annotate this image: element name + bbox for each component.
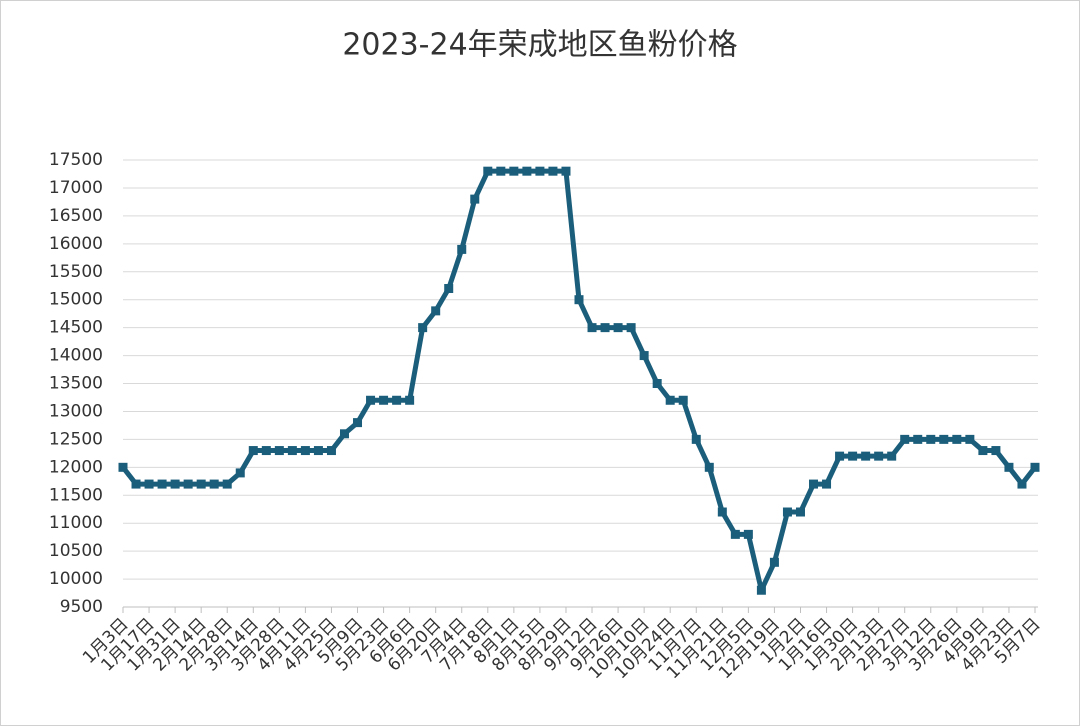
marker <box>300 446 310 456</box>
marker <box>339 429 349 439</box>
marker <box>379 395 389 405</box>
marker <box>170 479 180 489</box>
marker <box>118 462 128 472</box>
marker <box>561 166 571 176</box>
y-tick-label: 16000 <box>49 234 103 254</box>
marker <box>769 557 779 567</box>
marker <box>978 446 988 456</box>
marker <box>926 434 936 444</box>
y-tick-label: 13500 <box>49 374 103 394</box>
marker <box>835 451 845 461</box>
marker <box>548 166 558 176</box>
marker <box>222 479 232 489</box>
y-tick-label: 13000 <box>49 401 103 421</box>
marker <box>196 479 206 489</box>
marker <box>782 507 792 517</box>
marker <box>913 434 923 444</box>
marker <box>313 446 323 456</box>
marker <box>157 479 167 489</box>
marker <box>418 323 428 333</box>
marker <box>496 166 506 176</box>
marker <box>274 446 284 456</box>
marker <box>209 479 219 489</box>
marker <box>743 529 753 539</box>
marker <box>144 479 154 489</box>
marker <box>952 434 962 444</box>
y-tick-label: 12500 <box>49 429 103 449</box>
marker <box>235 468 245 478</box>
marker <box>405 395 415 405</box>
marker <box>248 446 258 456</box>
marker <box>639 351 649 361</box>
chart-title: 2023-24年荣成地区鱼粉价格 <box>342 28 737 63</box>
marker <box>183 479 193 489</box>
marker <box>848 451 858 461</box>
marker <box>522 166 532 176</box>
marker <box>730 529 740 539</box>
marker <box>900 434 910 444</box>
marker <box>861 451 871 461</box>
marker <box>287 446 297 456</box>
marker <box>704 462 714 472</box>
marker <box>131 479 141 489</box>
marker <box>600 323 610 333</box>
marker <box>691 434 701 444</box>
marker <box>822 479 832 489</box>
marker <box>392 395 402 405</box>
marker <box>431 306 441 316</box>
marker <box>457 244 467 254</box>
marker <box>678 395 688 405</box>
y-tick-label: 14500 <box>49 318 103 338</box>
marker <box>665 395 675 405</box>
marker <box>874 451 884 461</box>
y-tick-label: 9500 <box>60 597 103 617</box>
marker <box>795 507 805 517</box>
marker <box>326 446 336 456</box>
y-tick-label: 17000 <box>49 178 103 198</box>
marker <box>509 166 519 176</box>
y-tick-label: 10500 <box>49 541 103 561</box>
marker <box>756 585 766 595</box>
marker <box>991 446 1001 456</box>
y-tick-label: 14000 <box>49 346 103 366</box>
y-tick-label: 15000 <box>49 290 103 310</box>
y-tick-label: 17500 <box>49 150 103 170</box>
marker <box>587 323 597 333</box>
marker <box>470 194 480 204</box>
marker <box>939 434 949 444</box>
marker <box>809 479 819 489</box>
marker <box>965 434 975 444</box>
marker <box>1030 462 1040 472</box>
marker <box>483 166 493 176</box>
marker <box>1017 479 1027 489</box>
marker <box>535 166 545 176</box>
y-tick-label: 10000 <box>49 569 103 589</box>
y-tick-label: 11000 <box>49 513 103 533</box>
marker <box>574 295 584 305</box>
y-tick-label: 15500 <box>49 262 103 282</box>
y-tick-label: 11500 <box>49 485 103 505</box>
marker <box>626 323 636 333</box>
marker <box>444 284 454 294</box>
marker <box>261 446 271 456</box>
marker <box>1004 462 1014 472</box>
marker <box>366 395 376 405</box>
marker <box>717 507 727 517</box>
marker <box>887 451 897 461</box>
y-tick-label: 16500 <box>49 206 103 226</box>
marker <box>652 379 662 388</box>
y-tick-label: 12000 <box>49 457 103 477</box>
marker <box>613 323 623 333</box>
marker <box>353 418 363 428</box>
